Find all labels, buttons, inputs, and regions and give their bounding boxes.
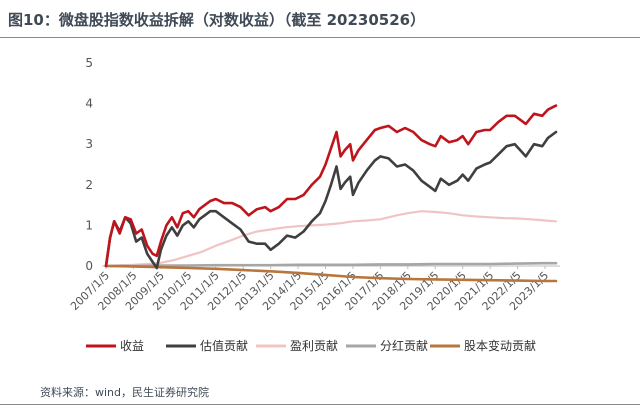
y-tick-label: 4 xyxy=(85,97,93,111)
y-axis: 0 1 2 3 4 5 xyxy=(85,56,93,273)
y-tick-label: 1 xyxy=(85,218,93,232)
legend-label: 估值贡献 xyxy=(200,338,248,353)
figure-title: 图10：微盘股指数收益拆解（对数收益）（截至 20230526） xyxy=(8,11,426,29)
series-line-2 xyxy=(104,210,558,268)
legend-label: 股本变动贡献 xyxy=(464,338,536,353)
legend: 收益 估值贡献 盈利贡献 分红贡献 股本变动贡献 xyxy=(86,338,536,353)
legend-label: 分红贡献 xyxy=(380,338,428,353)
legend-label: 盈利贡献 xyxy=(290,338,338,353)
legend-label: 收益 xyxy=(120,339,144,353)
plot-area xyxy=(104,104,558,283)
bottom-divider xyxy=(0,404,640,405)
y-tick-label: 3 xyxy=(85,137,93,151)
series-line-3 xyxy=(104,261,558,268)
y-tick-label: 0 xyxy=(85,259,93,273)
source-note: 资料来源：wind，民生证券研究院 xyxy=(40,386,210,399)
series-line-0 xyxy=(104,104,558,268)
y-tick-label: 5 xyxy=(85,56,93,70)
y-tick-label: 2 xyxy=(85,178,93,192)
series-line-1 xyxy=(104,130,558,270)
title-divider xyxy=(0,37,640,38)
series-line-4 xyxy=(104,264,558,283)
